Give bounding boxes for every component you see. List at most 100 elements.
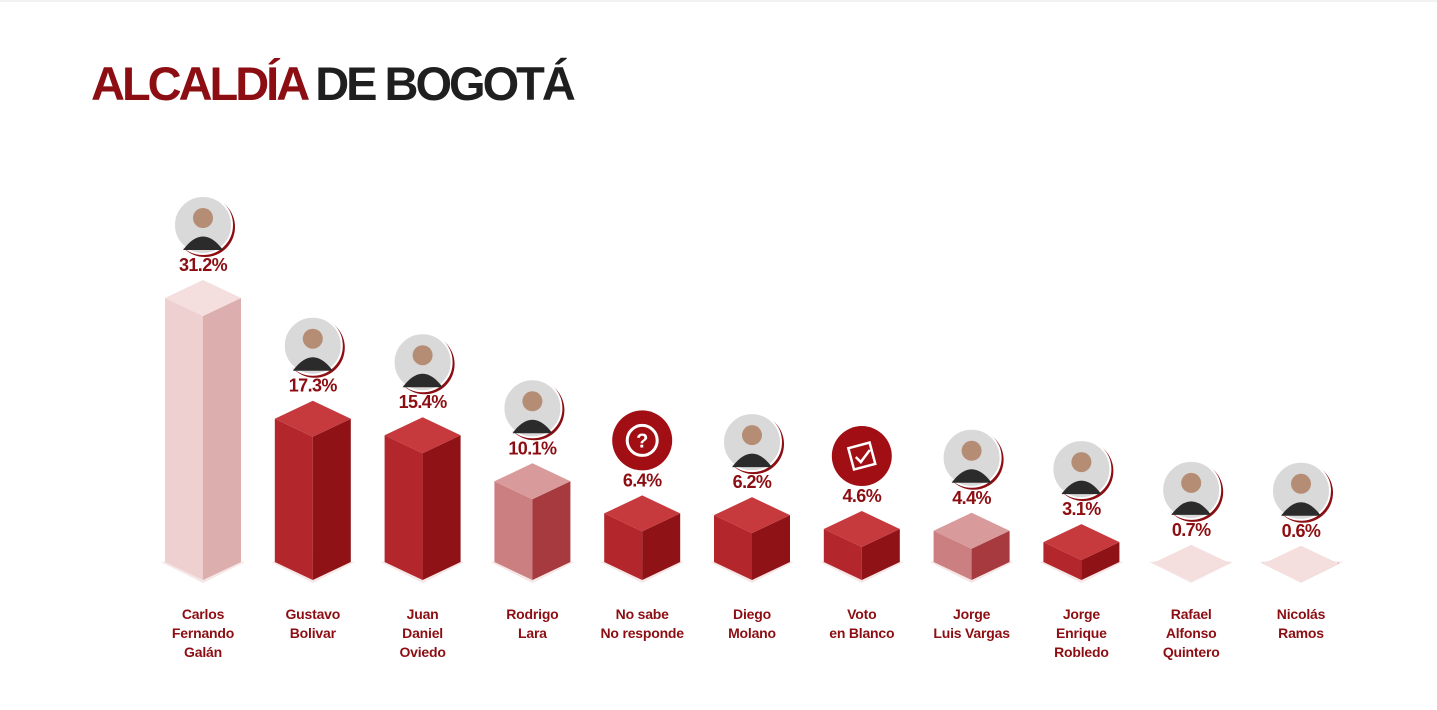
category-label: Jorge: [1063, 606, 1101, 622]
candidate-avatar: [1051, 439, 1114, 502]
bar-top-face: [933, 512, 1010, 549]
candidate-avatar: [502, 378, 565, 441]
bar-left-face: [933, 530, 972, 580]
category-label: en Blanco: [829, 625, 894, 641]
bar: [380, 417, 465, 583]
bar: [929, 512, 1014, 583]
data-label: 10.1%: [508, 438, 557, 458]
bar-right-face: [642, 513, 681, 580]
data-label: 17.3%: [289, 376, 338, 396]
avatar-body: [1171, 501, 1212, 515]
bar-right-face: [312, 418, 351, 580]
data-label: 3.1%: [1062, 499, 1101, 519]
ballot-icon-circle: [831, 426, 892, 487]
category-label: Daniel: [402, 625, 443, 641]
bar-top-face: [823, 511, 900, 548]
bar-right-face: [752, 515, 790, 580]
avatar-body: [951, 469, 992, 483]
bar-left-face: [274, 418, 313, 580]
category-label: Oviedo: [399, 644, 445, 660]
avatar-body: [183, 236, 223, 250]
avatar-head: [1181, 472, 1202, 493]
category-label: Rafael: [1171, 606, 1212, 622]
avatar-head: [302, 328, 323, 349]
title-part-2: DE BOGOTÁ: [315, 57, 576, 110]
candidate-avatar: [392, 332, 455, 395]
category-label: Enrique: [1056, 625, 1107, 641]
bar-right-face: [203, 298, 241, 580]
question-mark-icon: ?: [636, 430, 648, 452]
data-label: 15.4%: [399, 392, 448, 412]
avatar-body: [402, 373, 443, 388]
bar: [1259, 545, 1343, 583]
bar-left-face: [823, 529, 862, 580]
bar-right-face: [422, 435, 461, 580]
category-label: Jorge: [953, 606, 991, 622]
bar-top-face: [1263, 545, 1339, 582]
bar: [600, 495, 685, 583]
bar-right-face: [971, 530, 1010, 580]
bar: [710, 497, 794, 583]
bar-top-face: [384, 417, 461, 454]
bar-top-face: [714, 497, 790, 534]
category-label: Nicolás: [1277, 606, 1326, 622]
category-label: Molano: [728, 625, 776, 641]
bar-left-face: [494, 481, 533, 580]
bar-left-face: [714, 515, 752, 580]
category-label: Quintero: [1163, 644, 1220, 660]
category-label: No responde: [601, 625, 685, 641]
category-label: Robledo: [1054, 644, 1109, 660]
bar: [1149, 544, 1234, 583]
bar-right-face: [532, 481, 571, 580]
category-label: Fernando: [172, 625, 234, 641]
bar-left-face: [384, 435, 423, 580]
title-part-1: ALCALDÍA: [91, 57, 310, 110]
data-label: 6.4%: [623, 470, 662, 490]
candidate-avatar: [1161, 459, 1224, 522]
candidate-avatar: [173, 195, 235, 257]
candidate-avatar: [1271, 460, 1333, 523]
category-label: Gustavo: [285, 606, 340, 622]
avatar-head: [742, 425, 762, 446]
category-label: Ramos: [1278, 625, 1324, 641]
bar-top-face: [494, 463, 571, 500]
question-icon-circle: [612, 410, 673, 471]
avatar-head: [522, 391, 543, 412]
category-label: Carlos: [182, 606, 225, 622]
data-label: 0.6%: [1282, 521, 1321, 541]
top-divider: [0, 0, 1437, 2]
bar-top-face: [1153, 544, 1230, 581]
avatar-body: [1281, 502, 1321, 516]
category-label: No sabe: [616, 606, 669, 622]
bar-top-face: [1043, 524, 1120, 561]
category-label: Galán: [184, 644, 222, 660]
category-label: Voto: [847, 606, 876, 622]
bar: [819, 511, 904, 583]
category-label: Alfonso: [1166, 625, 1217, 641]
candidate-avatar: [941, 427, 1004, 490]
page-title: ALCALDÍA DE BOGOTÁ: [91, 56, 576, 112]
category-label: Luis Vargas: [933, 625, 1010, 641]
bar-top-face: [165, 280, 241, 316]
avatar-head: [412, 345, 433, 366]
data-label: 31.2%: [179, 255, 228, 275]
data-label: 6.2%: [733, 472, 772, 492]
avatar-head: [1291, 473, 1311, 494]
bar-right-face: [1081, 542, 1120, 580]
ballot-check-icon: [854, 449, 871, 464]
candidate-avatar: [722, 412, 784, 475]
bar-left-face: [1043, 542, 1082, 580]
bar-top-face: [604, 495, 681, 532]
bar: [1039, 524, 1124, 583]
bar-top-face: [274, 400, 351, 437]
bar: [161, 280, 245, 583]
data-label: 0.7%: [1172, 520, 1211, 540]
bar: [490, 463, 575, 583]
category-label: Juan: [407, 606, 439, 622]
category-label: Bolivar: [290, 625, 337, 641]
data-label: 4.4%: [952, 488, 991, 508]
avatar-body: [292, 357, 333, 371]
avatar-body: [732, 453, 772, 468]
category-label: Rodrigo: [506, 606, 558, 622]
